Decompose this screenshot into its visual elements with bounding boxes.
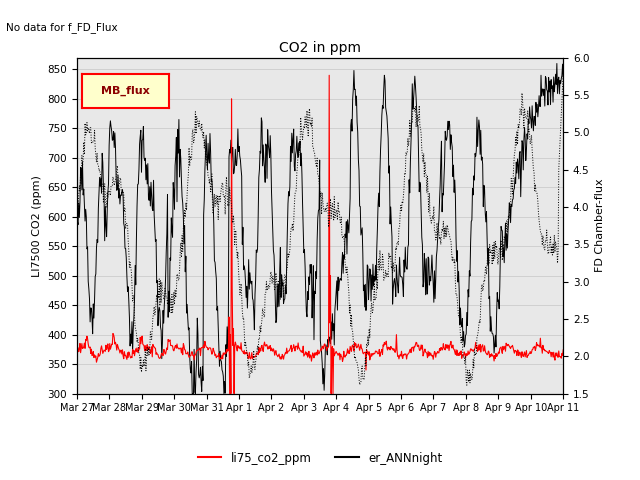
Text: No data for f_FD_Flux: No data for f_FD_Flux: [6, 22, 118, 33]
Title: CO2 in ppm: CO2 in ppm: [279, 41, 361, 55]
Y-axis label: LI7500 CO2 (ppm): LI7500 CO2 (ppm): [32, 175, 42, 276]
Y-axis label: FD Chamber-flux: FD Chamber-flux: [595, 179, 605, 273]
Legend: li75_co2_ppm, er_ANNnight: li75_co2_ppm, er_ANNnight: [193, 447, 447, 469]
